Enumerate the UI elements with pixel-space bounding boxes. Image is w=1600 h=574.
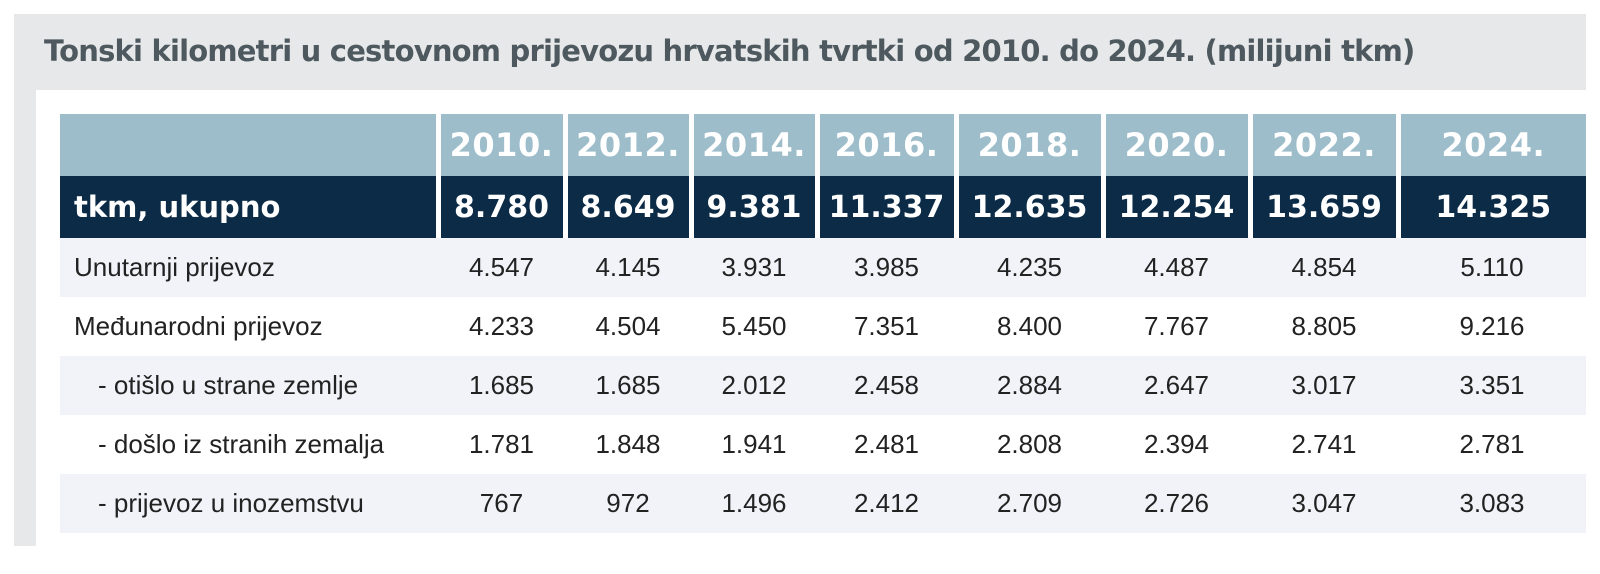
value-cell: 2.741 [1250, 415, 1398, 474]
table-row: Međunarodni prijevoz 4.233 4.504 5.450 7… [60, 297, 1586, 356]
year-header: 2018. [953, 114, 1103, 176]
total-row: tkm, ukupno 8.780 8.649 9.381 11.337 12.… [60, 176, 1586, 238]
value-cell: 767 [438, 474, 565, 533]
value-cell: 3.351 [1398, 356, 1586, 415]
value-cell: 2.647 [1103, 356, 1250, 415]
value-cell: 7.351 [817, 297, 956, 356]
value-cell: 4.487 [1103, 238, 1250, 297]
value-cell: 2.394 [1103, 415, 1250, 474]
value-cell: 8.649 [562, 176, 691, 238]
value-cell: 2.884 [956, 356, 1103, 415]
year-header: 2020. [1100, 114, 1250, 176]
value-cell: 5.450 [691, 297, 817, 356]
value-cell: 12.635 [953, 176, 1103, 238]
value-cell: 2.012 [691, 356, 817, 415]
value-cell: 972 [565, 474, 691, 533]
row-label: - došlo iz stranih zemalja [60, 415, 438, 474]
value-cell: 3.985 [817, 238, 956, 297]
table-row: - otišlo u strane zemlje 1.685 1.685 2.0… [60, 356, 1586, 415]
value-cell: 3.083 [1398, 474, 1586, 533]
value-cell: 2.808 [956, 415, 1103, 474]
year-header: 2024. [1395, 114, 1586, 176]
value-cell: 2.709 [956, 474, 1103, 533]
value-cell: 1.848 [565, 415, 691, 474]
value-cell: 4.235 [956, 238, 1103, 297]
value-cell: 5.110 [1398, 238, 1586, 297]
value-cell: 12.254 [1100, 176, 1250, 238]
value-cell: 13.659 [1247, 176, 1398, 238]
value-cell: 4.233 [438, 297, 565, 356]
table-row: - došlo iz stranih zemalja 1.781 1.848 1… [60, 415, 1586, 474]
year-header: 2012. [562, 114, 691, 176]
data-table: 2010. 2012. 2014. 2016. 2018. 2020. 2022… [60, 114, 1586, 533]
value-cell: 7.767 [1103, 297, 1250, 356]
year-header: 2014. [688, 114, 817, 176]
year-header: 2022. [1247, 114, 1398, 176]
value-cell: 14.325 [1395, 176, 1586, 238]
value-cell: 8.400 [956, 297, 1103, 356]
value-cell: 1.941 [691, 415, 817, 474]
row-label: Međunarodni prijevoz [60, 297, 438, 356]
value-cell: 3.047 [1250, 474, 1398, 533]
row-label: - otišlo u strane zemlje [60, 356, 438, 415]
value-cell: 9.216 [1398, 297, 1586, 356]
header-row: 2010. 2012. 2014. 2016. 2018. 2020. 2022… [60, 114, 1586, 176]
value-cell: 1.685 [438, 356, 565, 415]
value-cell: 8.805 [1250, 297, 1398, 356]
value-cell: 2.458 [817, 356, 956, 415]
value-cell: 9.381 [688, 176, 817, 238]
value-cell: 1.781 [438, 415, 565, 474]
value-cell: 8.780 [435, 176, 565, 238]
table-row: - prijevoz u inozemstvu 767 972 1.496 2.… [60, 474, 1586, 533]
value-cell: 2.412 [817, 474, 956, 533]
value-cell: 2.726 [1103, 474, 1250, 533]
value-cell: 3.931 [691, 238, 817, 297]
value-cell: 2.781 [1398, 415, 1586, 474]
value-cell: 11.337 [814, 176, 956, 238]
value-cell: 2.481 [817, 415, 956, 474]
value-cell: 3.017 [1250, 356, 1398, 415]
value-cell: 4.145 [565, 238, 691, 297]
value-cell: 4.504 [565, 297, 691, 356]
value-cell: 1.496 [691, 474, 817, 533]
value-cell: 1.685 [565, 356, 691, 415]
header-label-cell [60, 114, 438, 176]
year-header: 2010. [435, 114, 565, 176]
row-label: tkm, ukupno [60, 176, 438, 238]
value-cell: 4.854 [1250, 238, 1398, 297]
table-row: Unutarnji prijevoz 4.547 4.145 3.931 3.9… [60, 238, 1586, 297]
row-label: - prijevoz u inozemstvu [60, 474, 438, 533]
value-cell: 4.547 [438, 238, 565, 297]
year-header: 2016. [814, 114, 956, 176]
table-title: Tonski kilometri u cestovnom prijevozu h… [44, 34, 1415, 68]
row-label: Unutarnji prijevoz [60, 238, 438, 297]
